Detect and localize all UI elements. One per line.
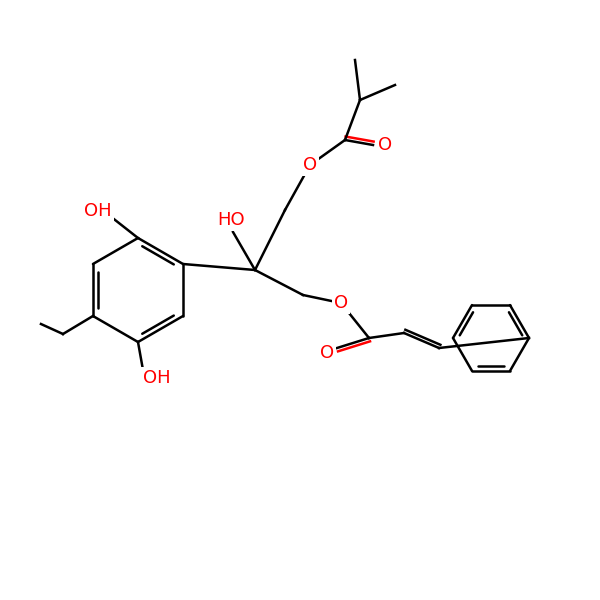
Text: OH: OH [84,202,112,220]
Text: O: O [334,294,348,312]
Text: O: O [303,156,317,174]
Text: O: O [320,344,334,362]
Text: O: O [378,136,392,154]
Text: OH: OH [143,369,171,387]
Text: HO: HO [217,211,245,229]
